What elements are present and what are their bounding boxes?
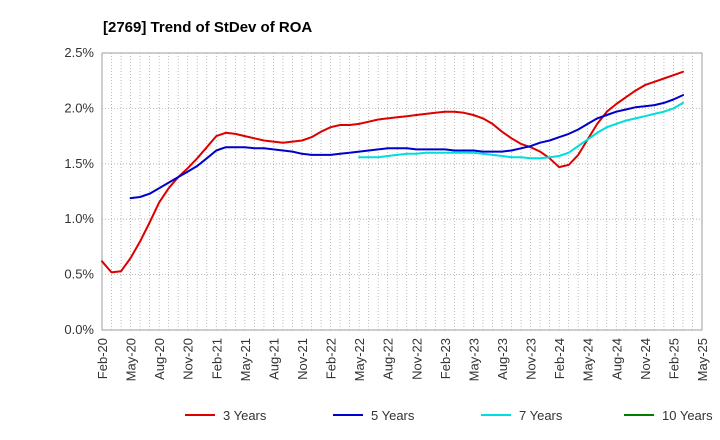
y-tick-label: 0.0% — [64, 322, 94, 337]
legend-label: 10 Years — [662, 408, 713, 423]
series-line-5-years — [129, 94, 684, 200]
x-tick-label: Nov-22 — [409, 338, 424, 380]
chart-title: [2769] Trend of StDev of ROA — [103, 19, 312, 36]
x-tick-label: Feb-21 — [209, 338, 224, 379]
legend-label: 5 Years — [371, 408, 415, 423]
x-tick-label: Aug-20 — [152, 338, 167, 380]
x-tick-label: Aug-23 — [495, 338, 510, 380]
legend: 3 Years 5 Years 7 Years 10 Years — [185, 408, 713, 423]
y-tick-label: 1.5% — [64, 156, 94, 171]
legend-label: 7 Years — [519, 408, 563, 423]
x-tick-label: Feb-20 — [95, 338, 110, 379]
legend-label: 3 Years — [223, 408, 267, 423]
x-tick-label: May-20 — [124, 338, 139, 381]
x-tick-label: Aug-24 — [609, 338, 624, 380]
x-tick-label: Nov-20 — [181, 338, 196, 380]
x-tick-label: Nov-21 — [295, 338, 310, 380]
y-tick-label: 0.5% — [64, 267, 94, 282]
x-tick-label: Aug-21 — [266, 338, 281, 380]
axes: 0.0% 0.5% 1.0% 1.5% 2.0% 2.5% Feb-20 May-20 Aug-… — [64, 45, 710, 381]
series-line-7-years — [358, 101, 684, 160]
series-lines — [101, 70, 684, 274]
grid — [101, 52, 703, 331]
y-tick-label: 1.0% — [64, 211, 94, 226]
x-tick-label: Nov-23 — [524, 338, 539, 380]
y-tick-label: 2.5% — [64, 45, 94, 60]
x-tick-label: Aug-22 — [381, 338, 396, 380]
x-tick-label: Feb-25 — [666, 338, 681, 379]
x-tick-label: Nov-24 — [638, 338, 653, 380]
x-tick-label: May-25 — [695, 338, 710, 381]
x-tick-label: May-21 — [238, 338, 253, 381]
x-tick-label: Feb-23 — [438, 338, 453, 379]
x-tick-label: Feb-24 — [552, 338, 567, 379]
x-tick-label: Feb-22 — [324, 338, 339, 379]
series-line-3-years — [101, 70, 684, 274]
x-tick-label: May-23 — [466, 338, 481, 381]
x-tick-label: May-24 — [581, 338, 596, 381]
plot-area — [101, 52, 703, 331]
x-tick-label: May-22 — [352, 338, 367, 381]
y-tick-label: 2.0% — [64, 100, 94, 115]
